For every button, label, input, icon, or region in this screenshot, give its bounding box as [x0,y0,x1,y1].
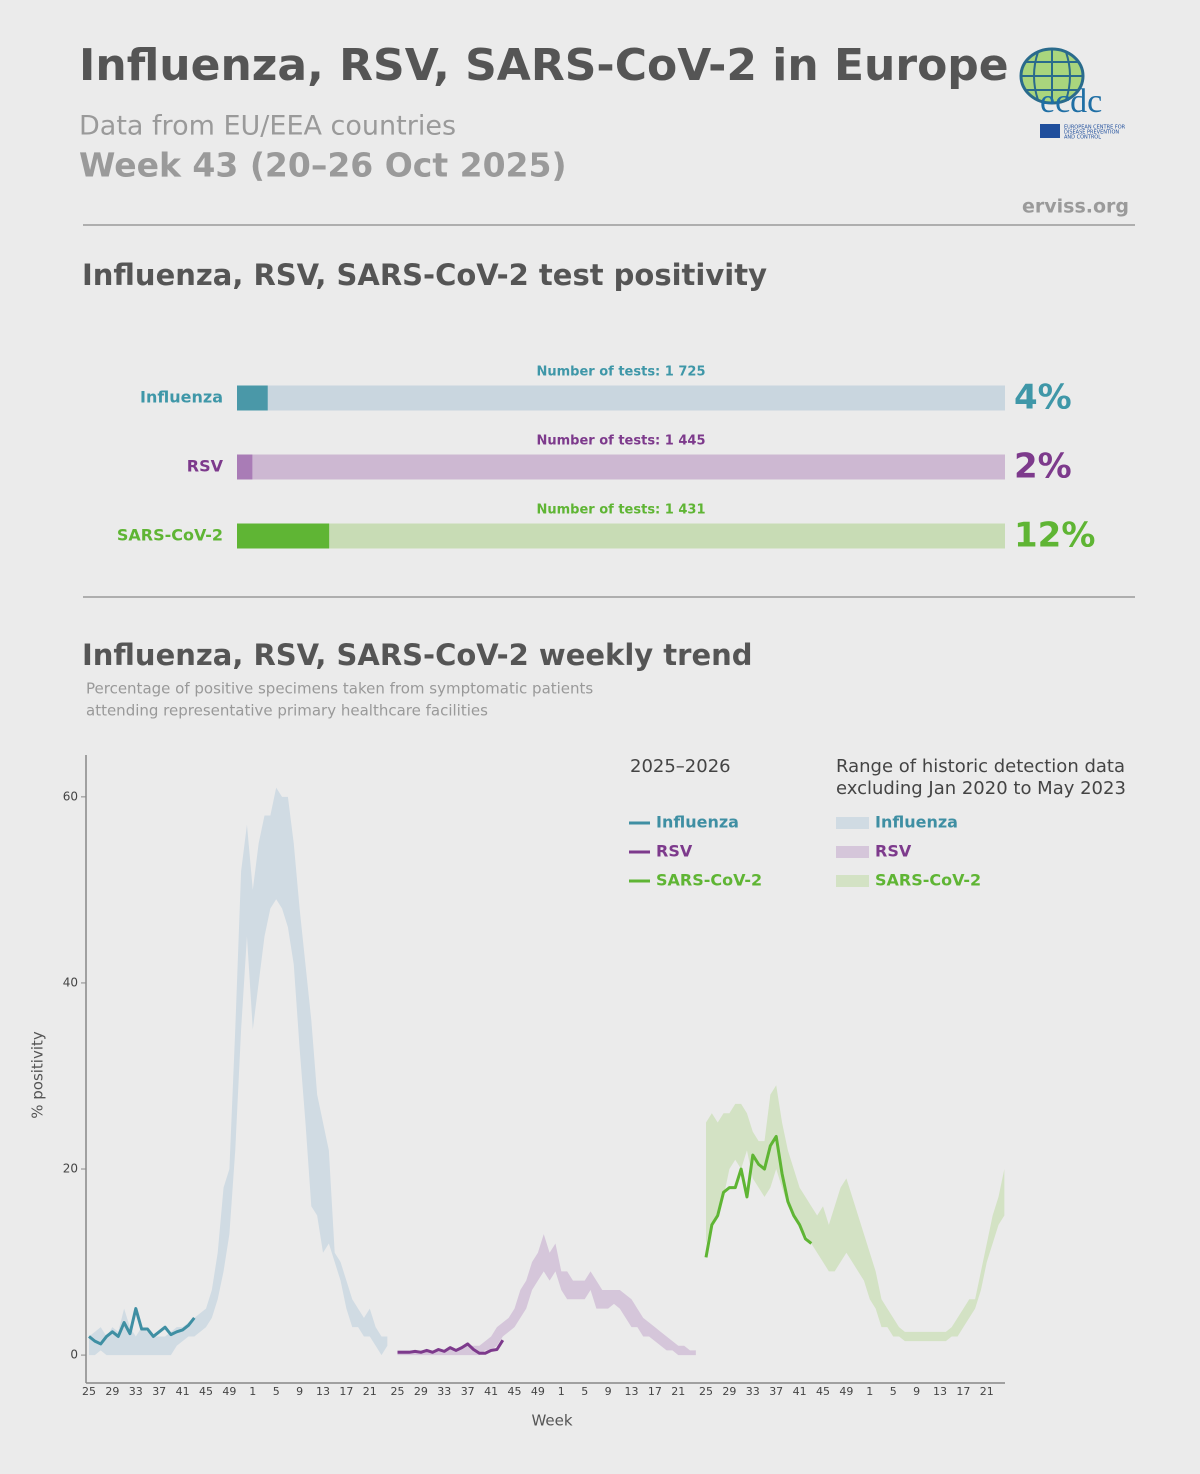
value-label: 12% [1014,516,1095,556]
x-tick-label: 17 [339,1385,353,1398]
x-tick-label: 41 [176,1385,190,1398]
x-tick-label: 45 [508,1385,522,1398]
x-tick-label: 5 [273,1385,280,1398]
week-label: Week 43 (20–26 Oct 2025) [79,146,567,185]
x-tick-label: 33 [129,1385,143,1398]
x-tick-label: 25 [82,1385,96,1398]
x-axis-label: Week [531,1412,572,1430]
y-tick-label: 0 [70,1348,78,1362]
source: erviss.org [1022,196,1129,218]
chart-title: Influenza, RSV, SARS-CoV-2 test positivi… [82,258,767,292]
x-tick-label: 29 [105,1385,119,1398]
category-label: Influenza [140,388,223,407]
x-tick-label: 17 [956,1385,970,1398]
logo-text: EUROPEAN CENTRE FOR [1064,125,1126,131]
legend-label: SARS-CoV-2 [656,871,762,890]
page-subtitle: Data from EU/EEA countries [79,111,456,142]
legend-label: SARS-CoV-2 [875,871,981,890]
x-tick-label: 29 [414,1385,428,1398]
x-tick-label: 45 [199,1385,213,1398]
legend-label: RSV [656,842,693,861]
logo-text: AND CONTROL [1064,135,1101,141]
legend-label: RSV [875,842,912,861]
y-tick-label: 20 [63,1162,78,1176]
x-tick-label: 37 [152,1385,166,1398]
line [397,1339,505,1355]
x-tick-label: 37 [769,1385,783,1398]
range-area [397,1234,696,1356]
range-area [89,787,388,1356]
value-label: 2% [1014,447,1072,487]
x-tick-label: 29 [722,1385,736,1398]
bar [237,454,253,480]
chart-subtitle: Percentage of positive specimens taken f… [86,680,593,698]
x-tick-label: 13 [316,1385,330,1398]
x-tick-label: 5 [890,1385,897,1398]
x-tick-label: 41 [793,1385,807,1398]
logo-grid [1022,49,1083,103]
legend-label: Influenza [656,813,739,832]
eu-flag [1040,124,1060,138]
x-tick-label: 49 [531,1385,545,1398]
x-tick-label: 17 [648,1385,662,1398]
test-count: Number of tests: 1 445 [536,434,705,449]
x-tick-label: 21 [671,1385,685,1398]
x-tick-label: 21 [980,1385,994,1398]
chart-title: Influenza, RSV, SARS-CoV-2 weekly trend [82,638,753,672]
x-tick-label: 33 [746,1385,760,1398]
value-label: 4% [1014,378,1072,418]
x-tick-label: 5 [581,1385,588,1398]
logo-text: DISEASE PREVENTION [1064,130,1119,136]
legend-swatch [836,846,869,858]
chart-subtitle: attending representative primary healthc… [86,702,488,720]
x-tick-label: 1 [249,1385,256,1398]
line [704,1134,813,1258]
range-area [706,1085,1005,1342]
x-tick-label: 49 [222,1385,236,1398]
bar [237,385,268,411]
legend-swatch [836,817,869,829]
legend-swatch [836,875,869,887]
bar-track [237,454,1005,480]
page-title: Influenza, RSV, SARS-CoV-2 in Europe [79,40,1009,91]
x-tick-label: 9 [913,1385,920,1398]
bar [237,523,330,549]
category-label: RSV [187,457,224,476]
category-label: SARS-CoV-2 [117,526,223,545]
y-tick-label: 60 [63,789,78,803]
x-tick-label: 13 [625,1385,639,1398]
legend-label: Influenza [875,813,958,832]
x-tick-label: 45 [816,1385,830,1398]
line [88,1307,196,1346]
legend-title: 2025–2026 [630,756,731,777]
y-tick-label: 40 [63,975,78,989]
logo [1019,47,1085,138]
x-tick-label: 9 [296,1385,303,1398]
x-tick-label: 41 [484,1385,498,1398]
x-tick-label: 1 [558,1385,565,1398]
x-tick-label: 1 [866,1385,873,1398]
x-tick-label: 49 [839,1385,853,1398]
legend-title: Range of historic detection data [836,756,1125,777]
bar-track [237,523,1005,549]
x-tick-label: 21 [363,1385,377,1398]
x-tick-label: 9 [605,1385,612,1398]
logo-name: ecdc [1040,83,1102,120]
x-tick-label: 33 [437,1385,451,1398]
legend-title: excluding Jan 2020 to May 2023 [836,778,1126,799]
test-count: Number of tests: 1 431 [536,503,705,518]
x-tick-label: 25 [391,1385,405,1398]
x-tick-label: 13 [933,1385,947,1398]
test-count: Number of tests: 1 725 [536,365,705,380]
y-axis-label: % positivity [29,1031,47,1119]
bar-track [237,385,1005,411]
x-tick-label: 25 [699,1385,713,1398]
x-tick-label: 37 [461,1385,475,1398]
